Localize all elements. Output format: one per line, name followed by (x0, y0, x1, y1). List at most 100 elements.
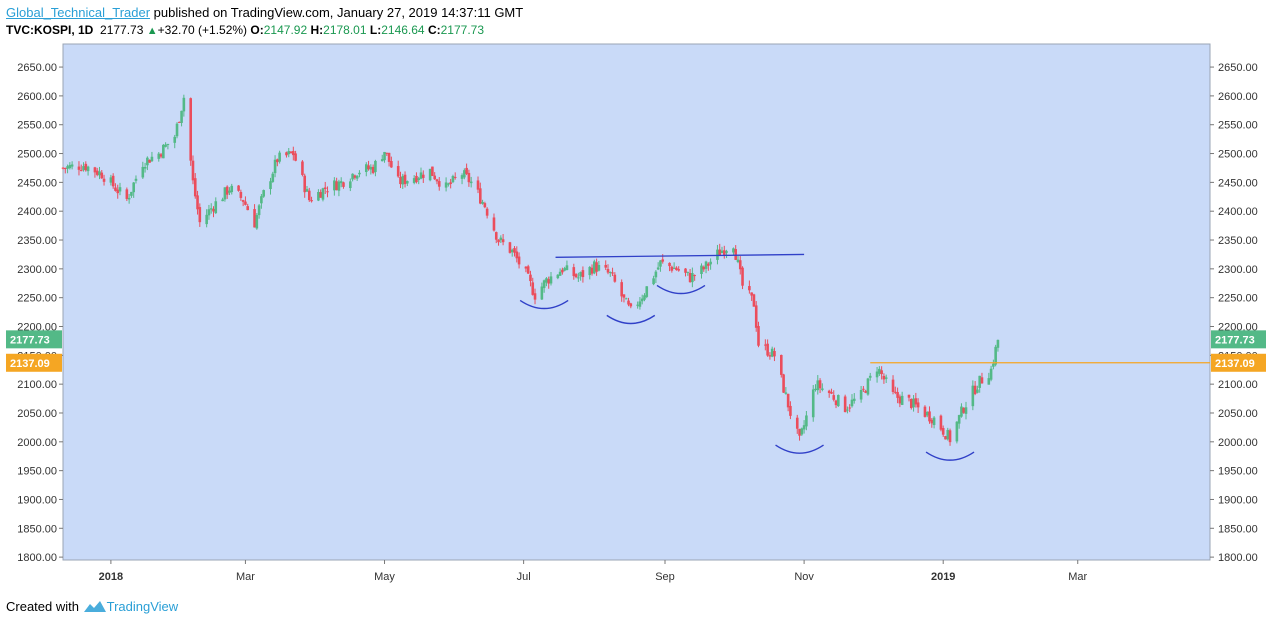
candle-body (912, 398, 915, 408)
y-tick-label-right: 1900.00 (1218, 494, 1258, 506)
candle-body (766, 343, 769, 356)
candle (702, 265, 706, 272)
candle-body (437, 181, 441, 187)
candle (292, 146, 295, 161)
candle (333, 177, 336, 196)
candle (369, 164, 373, 175)
last-price-label-left: 2177.73 (10, 334, 50, 346)
created-with-text: Created with (6, 599, 79, 614)
candle-body (946, 429, 950, 440)
candle (515, 246, 519, 263)
candle (928, 406, 931, 424)
candle-body (976, 389, 979, 393)
plot-area[interactable] (62, 43, 1211, 561)
y-tick-label-right: 2350.00 (1218, 235, 1258, 247)
candle-body (894, 391, 897, 393)
candle (542, 279, 546, 293)
candle-body (451, 176, 455, 183)
candle (645, 286, 649, 299)
candle-body (750, 292, 753, 296)
candle (63, 167, 67, 174)
candle (659, 260, 662, 272)
candle (517, 252, 521, 269)
candle (478, 182, 482, 205)
candle (850, 394, 854, 408)
candle-body (449, 182, 452, 184)
candle-body (741, 267, 744, 286)
candle (433, 172, 436, 180)
candle (734, 245, 737, 261)
candle-body (989, 368, 993, 380)
candle (189, 97, 192, 166)
candle (914, 392, 918, 408)
candle (146, 156, 149, 171)
candle (118, 182, 122, 196)
candle-body (923, 406, 927, 417)
y-tick-label-left: 1850.00 (17, 523, 57, 535)
candle (524, 266, 528, 273)
candle-body (209, 208, 213, 210)
candle-body (581, 270, 585, 278)
candle (166, 143, 170, 150)
y-tick-label-right: 2450.00 (1218, 177, 1258, 189)
author-link[interactable]: Global_Technical_Trader (6, 5, 151, 20)
candle-body (684, 268, 687, 273)
candle (770, 346, 774, 358)
candle (257, 204, 261, 219)
candle-body (492, 217, 496, 231)
candle (884, 374, 888, 384)
candle (387, 152, 391, 167)
candle-body (764, 344, 767, 346)
candle-body (588, 267, 592, 276)
candle (228, 187, 231, 196)
candle-body (401, 176, 405, 185)
candle (403, 171, 407, 188)
tradingview-brand[interactable]: TradingView (106, 599, 179, 614)
candle-body (577, 277, 580, 279)
candle (198, 203, 202, 227)
candle (162, 143, 165, 159)
candle (79, 164, 83, 172)
candle-body (323, 187, 327, 189)
candle-body (225, 186, 229, 195)
candle-body (292, 151, 295, 156)
candle-body (718, 249, 722, 255)
candle-body (510, 249, 514, 253)
candle (150, 151, 154, 163)
candle-body (907, 394, 911, 398)
open-label: O: (250, 23, 264, 37)
candle (670, 265, 674, 273)
candle-body (900, 395, 904, 405)
candle-body (884, 377, 888, 379)
candle (843, 394, 847, 413)
candle (846, 406, 849, 414)
candle-body (333, 180, 336, 191)
candle (207, 204, 211, 220)
up-arrow-icon: ▲ (146, 25, 158, 37)
candle (114, 183, 117, 192)
candle-body (342, 182, 345, 187)
price-chart[interactable]: 2650.00 2650.00 2600.00 2600.00 2550.00 2550.… (0, 40, 1274, 592)
neckline-trendline (555, 253, 805, 258)
candle (957, 414, 961, 429)
candle (82, 162, 85, 172)
y-tick-label-left: 2000.00 (17, 437, 57, 449)
candle-body (579, 272, 582, 277)
candle (640, 294, 644, 305)
candle (688, 268, 692, 283)
candle-body (223, 187, 227, 200)
candle-body (725, 251, 728, 253)
candle-body (709, 261, 712, 265)
candle-body (353, 175, 357, 178)
candle-body (433, 175, 436, 180)
candle (321, 187, 325, 202)
candle (396, 160, 400, 178)
candle-body (513, 248, 516, 253)
candle-body (444, 182, 448, 188)
y-tick-label-right: 2250.00 (1218, 293, 1258, 305)
candle (230, 183, 234, 195)
candle-body (529, 274, 532, 282)
change-value: +32.70 (+1.52%) (157, 23, 248, 37)
open-value: 2147.92 (263, 23, 308, 37)
candle-body (337, 181, 341, 191)
